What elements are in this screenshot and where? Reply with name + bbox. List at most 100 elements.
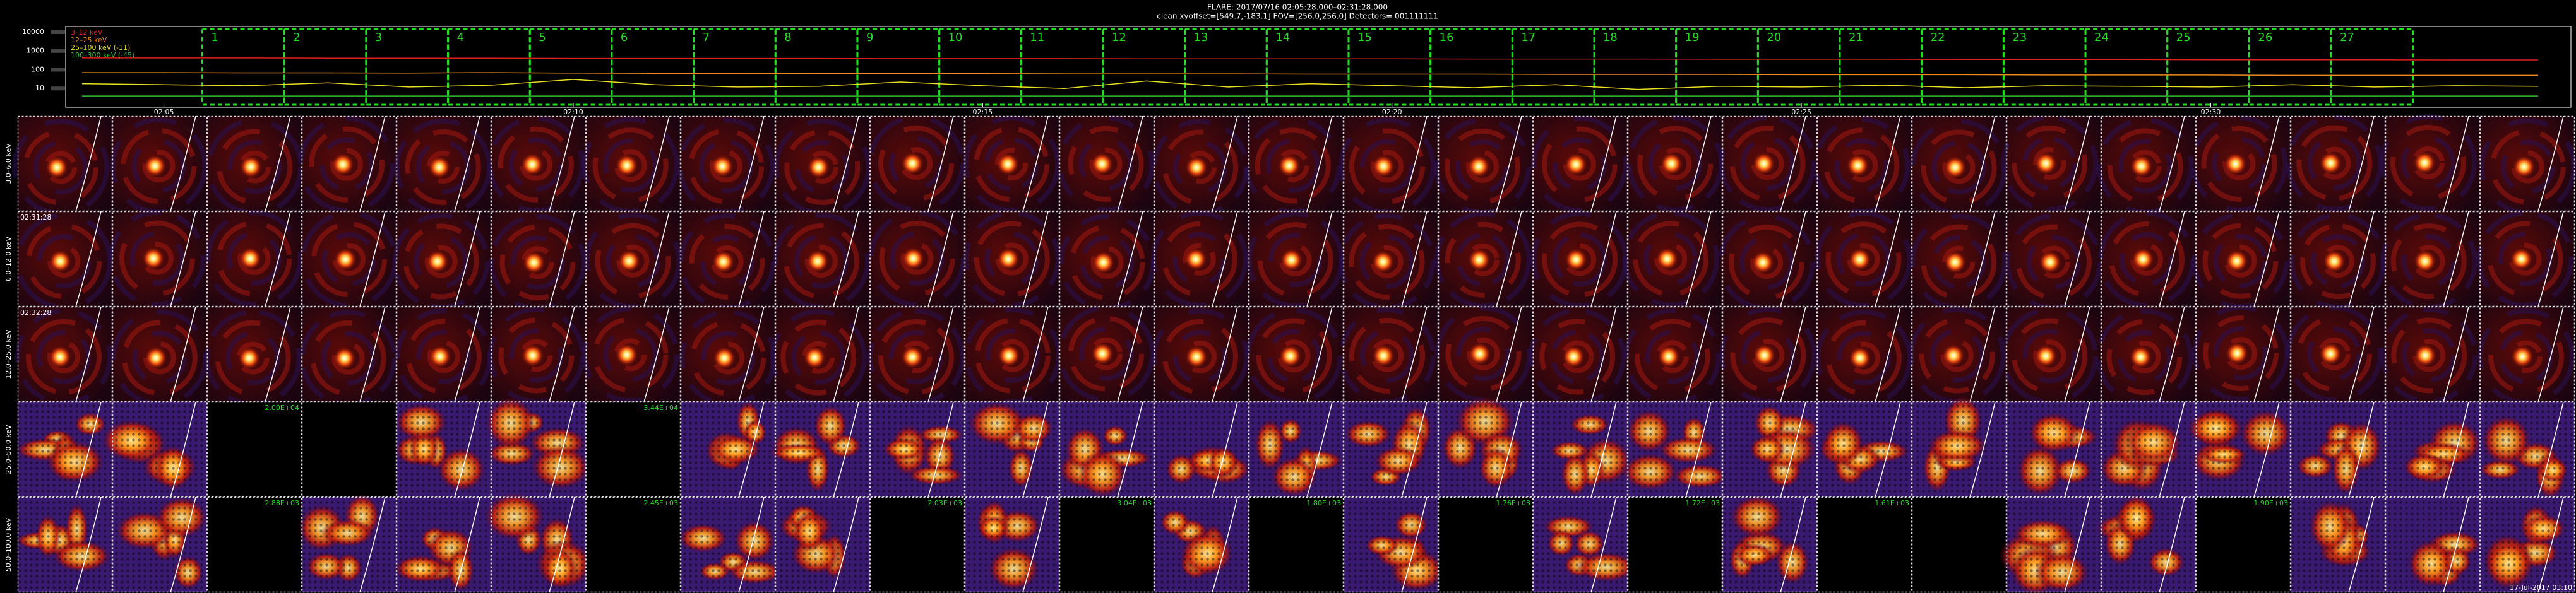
- interval-label: 10: [948, 31, 963, 44]
- interval-label: 14: [1275, 31, 1290, 44]
- image-cell: [2380, 306, 2481, 404]
- source: [997, 344, 1020, 367]
- image-cell: [395, 401, 492, 498]
- source: [1467, 155, 1490, 178]
- header-line: clean xyoffset=[549.7,-183.1] FOV=[256.0…: [1157, 12, 1438, 21]
- empty-cell: [302, 402, 397, 497]
- x-tick-label: 02:25: [1791, 108, 1811, 116]
- peak-label: 2.00E+04: [265, 404, 299, 412]
- image-cell: [1152, 115, 1249, 216]
- source: [2034, 152, 2058, 175]
- image-cell: [108, 209, 208, 307]
- image-cell: [1343, 496, 1445, 593]
- interval-label: 4: [457, 31, 464, 44]
- source: [427, 156, 451, 179]
- image-cell: [677, 115, 776, 215]
- source: [49, 250, 72, 273]
- image-cell: [2479, 115, 2576, 216]
- image-cell: 2.88E+03: [206, 496, 302, 593]
- image-cell: [868, 115, 965, 213]
- image-cell: [581, 115, 681, 214]
- empty-cell: [1438, 497, 1533, 592]
- source: [615, 343, 638, 367]
- interval-label: 26: [2258, 31, 2272, 44]
- source: [1371, 250, 1395, 273]
- interval-label: 24: [2094, 31, 2109, 44]
- image-cell: [2096, 495, 2197, 593]
- image-cell: [770, 306, 871, 406]
- image-cell: [2001, 306, 2102, 405]
- image-cell: [300, 211, 398, 308]
- image-cell: [486, 397, 590, 498]
- source: [2226, 342, 2249, 365]
- source: [1372, 344, 1395, 367]
- image-cell: [964, 401, 1060, 498]
- image-cell: [2385, 401, 2482, 498]
- source: [1848, 346, 1871, 370]
- peak-label: 1.90E+03: [2253, 499, 2288, 507]
- image-cell: [484, 493, 592, 593]
- interval-label: 15: [1357, 31, 1372, 44]
- image-cell: [1438, 396, 1534, 498]
- series-line: [81, 57, 2539, 61]
- lightcurve-frame: [65, 26, 2572, 108]
- time-note: 02:32:28: [20, 308, 51, 317]
- source: [1655, 247, 1679, 271]
- row-label: 25.0–50.0 keV: [4, 425, 13, 474]
- peak-label: 2.03E+03: [927, 499, 962, 507]
- source: [331, 153, 354, 176]
- interval-label: 9: [866, 31, 873, 44]
- source: [807, 156, 830, 179]
- interval-box: [1756, 28, 1841, 106]
- source: [1943, 250, 1967, 274]
- image-cell: [487, 115, 587, 213]
- image-cell: [2192, 305, 2291, 402]
- image-cell: [2096, 115, 2197, 215]
- interval-label: 27: [2340, 31, 2354, 44]
- image-cell: [2479, 401, 2575, 499]
- interval-box: [2166, 28, 2250, 106]
- image-cell: 1.90E+03: [2195, 496, 2291, 593]
- interval-label: 25: [2176, 31, 2191, 44]
- interval-box: [1429, 28, 1513, 106]
- source: [1660, 152, 1683, 175]
- image-cell: [112, 496, 208, 593]
- image-cell: [773, 115, 871, 216]
- image-cell: [1151, 306, 1249, 406]
- time-note: 02:31:28: [20, 213, 51, 221]
- source: [237, 346, 261, 370]
- source: [239, 155, 263, 179]
- image-cell: [1531, 211, 1629, 308]
- interval-box: [1921, 28, 2005, 106]
- image-cell: 2.00E+04: [206, 401, 302, 498]
- image-cell: [1529, 306, 1628, 406]
- source: [900, 346, 924, 369]
- source: [520, 153, 544, 176]
- image-cell: [867, 306, 965, 406]
- image-cell: [1718, 211, 1818, 312]
- image-cell: [1343, 401, 1439, 498]
- image-cell: [1339, 115, 1439, 215]
- image-cell: [2006, 401, 2102, 498]
- image-cell: [299, 306, 397, 407]
- source: [996, 247, 1020, 271]
- peak-label: 3.44E+04: [643, 404, 678, 412]
- image-cell: [679, 306, 777, 407]
- image-cell: [680, 401, 776, 498]
- image-cell: [1911, 396, 2007, 498]
- source: [1751, 251, 1775, 274]
- source: [1090, 152, 1114, 175]
- source: [2224, 152, 2247, 175]
- image-cell: 1.72E+03: [1627, 496, 1723, 593]
- image-cell: [12, 115, 113, 216]
- interval-label: 8: [784, 31, 791, 44]
- source: [522, 251, 546, 274]
- source: [2129, 346, 2152, 369]
- image-cell: [1244, 115, 1344, 214]
- image-cell: [1433, 115, 1534, 215]
- image-cell: [15, 401, 113, 498]
- source: [144, 346, 167, 370]
- image-cell: [1532, 496, 1637, 593]
- x-tick-label: 02:15: [972, 108, 993, 116]
